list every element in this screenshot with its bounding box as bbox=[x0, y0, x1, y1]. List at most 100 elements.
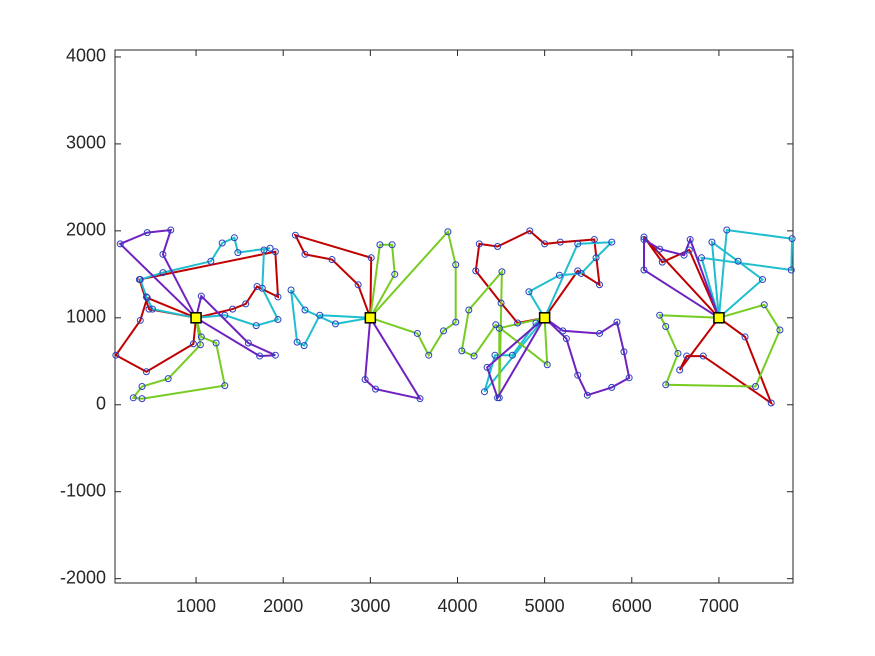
customer-marker bbox=[416, 395, 424, 403]
customer-marker bbox=[136, 276, 144, 284]
customer-marker bbox=[685, 246, 693, 254]
customer-marker bbox=[481, 388, 489, 396]
customer-marker bbox=[242, 300, 250, 308]
x-tick-label: 6000 bbox=[612, 596, 652, 616]
customer-marker bbox=[142, 368, 150, 376]
customer-marker bbox=[514, 319, 522, 327]
customer-marker bbox=[776, 326, 784, 334]
y-tick-label: 2000 bbox=[66, 220, 106, 240]
customer-marker bbox=[372, 385, 380, 393]
route-line bbox=[657, 303, 782, 388]
customer-marker bbox=[142, 293, 150, 301]
customer-marker bbox=[492, 321, 500, 329]
customer-marker bbox=[413, 329, 421, 337]
customer-marker bbox=[465, 306, 473, 314]
customer-marker bbox=[260, 246, 268, 254]
customer-marker bbox=[274, 293, 282, 301]
customer-marker bbox=[683, 352, 691, 360]
customer-marker bbox=[189, 340, 197, 348]
customer-marker bbox=[316, 311, 324, 319]
x-tick-label: 7000 bbox=[699, 596, 739, 616]
customer-marker bbox=[221, 382, 229, 390]
x-tick-label: 5000 bbox=[525, 596, 565, 616]
customer-marker bbox=[662, 381, 670, 389]
route-line bbox=[293, 233, 373, 319]
customer-marker bbox=[723, 226, 731, 234]
customer-marker bbox=[136, 316, 144, 324]
customer-marker bbox=[608, 383, 616, 391]
customer-marker bbox=[167, 226, 175, 234]
customer-marker bbox=[625, 374, 633, 382]
route-line bbox=[118, 228, 197, 319]
route-line bbox=[485, 317, 546, 401]
x-tick-label: 3000 bbox=[350, 596, 390, 616]
customer-marker bbox=[367, 254, 375, 262]
customer-marker bbox=[472, 267, 480, 275]
customer-marker bbox=[444, 228, 452, 236]
customer-marker bbox=[328, 256, 336, 264]
route-line bbox=[369, 243, 396, 319]
customer-marker bbox=[452, 261, 460, 269]
customer-marker bbox=[674, 349, 682, 357]
route-line bbox=[131, 317, 226, 400]
depot-marker bbox=[538, 312, 551, 324]
depot-marker bbox=[190, 312, 202, 324]
customer-marker bbox=[525, 288, 533, 296]
customer-marker bbox=[613, 318, 621, 326]
depot-marker bbox=[364, 312, 377, 324]
y-tick-label: 0 bbox=[96, 394, 106, 414]
customer-marker bbox=[470, 352, 478, 360]
customer-marker bbox=[196, 341, 204, 349]
customer-marker bbox=[494, 243, 502, 251]
customer-marker bbox=[138, 382, 146, 390]
customer-marker bbox=[708, 238, 716, 246]
y-tick-label: 1000 bbox=[66, 307, 106, 327]
customer-marker bbox=[483, 363, 491, 371]
route-line bbox=[710, 240, 765, 319]
customer-marker bbox=[596, 281, 604, 289]
customer-marker bbox=[440, 327, 448, 335]
customer-marker bbox=[658, 258, 666, 266]
customer-marker bbox=[640, 236, 648, 244]
customer-marker bbox=[458, 347, 466, 355]
customer-marker bbox=[508, 351, 516, 359]
customer-marker bbox=[218, 239, 226, 247]
customer-marker bbox=[640, 266, 648, 274]
customer-marker bbox=[291, 231, 299, 239]
y-tick-label: 4000 bbox=[66, 46, 106, 66]
customer-marker bbox=[760, 301, 768, 309]
customer-marker bbox=[234, 249, 242, 257]
route-line bbox=[678, 316, 774, 406]
customer-marker bbox=[116, 240, 124, 248]
customer-marker bbox=[662, 322, 670, 330]
customer-marker bbox=[159, 250, 167, 258]
customer-marker bbox=[494, 394, 502, 402]
customer-marker bbox=[271, 248, 279, 256]
customer-marker bbox=[331, 320, 339, 328]
route-line bbox=[139, 236, 280, 327]
customer-marker bbox=[543, 361, 551, 369]
customer-marker bbox=[620, 348, 628, 356]
x-tick-label: 1000 bbox=[176, 596, 216, 616]
route-line bbox=[700, 228, 794, 319]
customer-marker bbox=[541, 240, 549, 248]
route-line bbox=[369, 229, 457, 358]
customer-marker bbox=[686, 236, 694, 244]
customer-marker bbox=[300, 342, 308, 350]
customer-marker bbox=[491, 351, 499, 359]
customer-marker bbox=[252, 322, 260, 330]
route-line bbox=[364, 317, 423, 401]
y-tick-label: -2000 bbox=[60, 567, 106, 587]
customer-marker bbox=[229, 305, 237, 313]
customer-marker bbox=[129, 394, 137, 402]
customer-marker bbox=[256, 352, 264, 360]
customer-marker bbox=[376, 241, 384, 249]
customer-marker bbox=[244, 339, 252, 347]
customer-marker bbox=[361, 376, 369, 384]
customer-marker bbox=[274, 316, 282, 324]
customer-marker bbox=[145, 305, 153, 313]
customer-marker bbox=[752, 382, 760, 390]
customer-marker bbox=[197, 333, 205, 341]
x-tick-label: 4000 bbox=[437, 596, 477, 616]
